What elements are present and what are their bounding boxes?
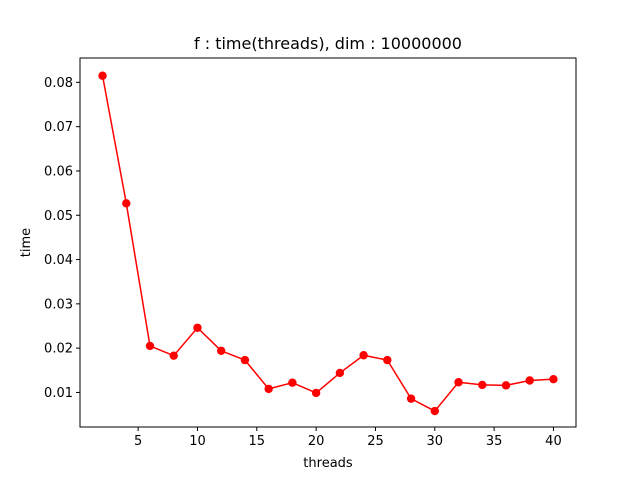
y-tick-label: 0.01	[44, 386, 73, 401]
data-point	[217, 346, 226, 356]
data-point	[169, 351, 178, 360]
data-point	[430, 406, 439, 416]
tick-labels: 5 10 15 20 25 30 35 40 0.01 0.02 0.03 0.04 0.05 0.06 0…	[44, 76, 562, 449]
data-point	[549, 374, 558, 384]
y-axis-title: time	[19, 228, 34, 257]
plot-area-frame	[79, 57, 577, 428]
x-tick-label: 40	[545, 434, 562, 449]
y-tick-label: 0.06	[44, 164, 73, 179]
series-layer	[98, 71, 558, 416]
y-tick-label: 0.03	[44, 297, 73, 312]
data-point	[383, 355, 392, 365]
x-tick-label: 25	[367, 434, 384, 449]
series-line	[101, 75, 554, 412]
x-tick-label: 5	[134, 434, 142, 449]
y-tick-label: 0.05	[44, 209, 73, 224]
chart-title: f : time(threads), dim : 10000000	[194, 34, 462, 53]
data-point	[501, 381, 511, 390]
data-point	[525, 376, 534, 385]
x-tick-label: 30	[427, 434, 444, 449]
data-point	[359, 351, 368, 360]
x-axis-title: threads	[303, 456, 353, 471]
data-point	[145, 341, 155, 351]
y-tick-label: 0.07	[44, 120, 73, 135]
data-point	[98, 71, 107, 80]
data-point	[454, 378, 463, 387]
axis-ticks	[76, 81, 554, 431]
data-point	[288, 378, 297, 387]
y-tick-label: 0.08	[44, 76, 73, 91]
data-point	[478, 380, 487, 390]
data-point	[193, 323, 202, 332]
x-tick-label: 35	[486, 434, 503, 449]
data-point	[264, 384, 273, 394]
data-point	[335, 368, 345, 378]
y-tick-label: 0.02	[44, 342, 73, 357]
data-point	[311, 388, 321, 398]
x-tick-label: 10	[189, 434, 206, 449]
y-tick-label: 0.04	[44, 253, 73, 268]
x-tick-label: 20	[308, 434, 325, 449]
x-tick-label: 15	[249, 434, 266, 449]
data-point	[240, 355, 250, 365]
data-point	[122, 199, 131, 208]
data-point	[406, 394, 416, 403]
